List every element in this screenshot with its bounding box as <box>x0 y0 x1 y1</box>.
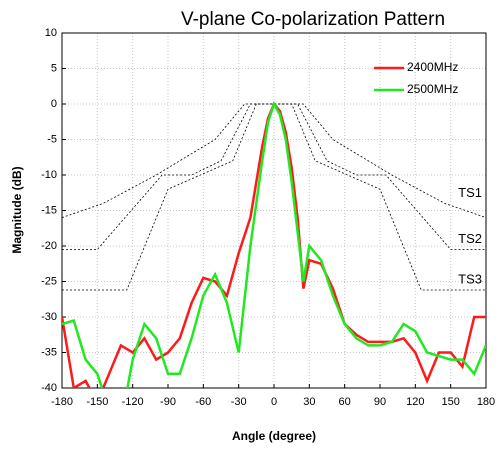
x-axis-label: Angle (degree) <box>232 429 316 443</box>
x-tick-label: 0 <box>271 396 277 408</box>
template-label: TS2 <box>458 231 482 246</box>
x-tick-label: 30 <box>303 396 315 408</box>
template-line <box>62 103 486 250</box>
legend-label: 2400MHz <box>407 60 458 74</box>
y-tick-label: -35 <box>41 346 57 358</box>
template-label: TS3 <box>458 271 482 286</box>
x-tick-label: -30 <box>231 396 247 408</box>
y-tick-label: -40 <box>41 382 57 394</box>
y-tick-label: -15 <box>41 204 57 216</box>
template-line <box>62 103 486 218</box>
x-tick-label: -120 <box>122 396 144 408</box>
legend-label: 2500MHz <box>407 82 458 96</box>
template-line <box>62 103 486 291</box>
y-tick-label: -10 <box>41 169 57 181</box>
x-tick-label: 90 <box>374 396 386 408</box>
x-tick-label: -150 <box>86 396 108 408</box>
x-tick-label: 120 <box>406 396 424 408</box>
chart-title: V-plane Co-polarization Pattern <box>181 9 445 30</box>
y-tick-label: -30 <box>41 311 57 323</box>
y-tick-label: 10 <box>45 27 57 39</box>
plot-frame <box>61 32 487 389</box>
y-axis-label: Magnitude (dB) <box>10 166 24 253</box>
plot-area <box>62 100 486 388</box>
y-tick-label: 5 <box>51 62 57 74</box>
template-label: TS1 <box>458 185 482 200</box>
x-tick-label: 150 <box>441 396 459 408</box>
y-tick-label: -20 <box>41 240 57 252</box>
x-tick-label: 180 <box>477 396 495 408</box>
series-line <box>62 100 486 388</box>
y-tick-label: -25 <box>41 275 57 287</box>
x-tick-label: 60 <box>339 396 351 408</box>
x-tick-label: -180 <box>51 396 73 408</box>
x-tick-label: -60 <box>195 396 211 408</box>
y-tick-label: 0 <box>51 98 57 110</box>
y-tick-label: -5 <box>47 133 57 145</box>
x-tick-label: -90 <box>160 396 176 408</box>
